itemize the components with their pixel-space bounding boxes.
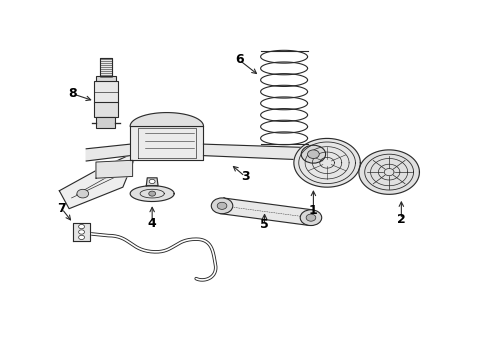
Circle shape [306,214,316,221]
Circle shape [300,210,322,226]
Circle shape [301,145,326,163]
Text: 6: 6 [235,53,244,66]
Polygon shape [294,138,360,187]
Polygon shape [96,160,133,178]
Text: 5: 5 [260,218,269,231]
Bar [97,117,115,128]
Circle shape [78,235,84,239]
Polygon shape [100,58,112,78]
Circle shape [78,225,84,229]
Circle shape [211,198,233,214]
Text: 3: 3 [241,170,249,183]
Circle shape [149,179,155,184]
Polygon shape [86,144,130,161]
Polygon shape [261,74,308,86]
Polygon shape [130,186,174,202]
Polygon shape [261,120,308,133]
Polygon shape [220,198,313,225]
Circle shape [77,189,89,198]
Polygon shape [261,132,308,145]
Text: 1: 1 [309,204,318,217]
Polygon shape [147,178,158,186]
Text: 7: 7 [57,202,66,215]
Polygon shape [261,109,308,121]
Polygon shape [261,85,308,98]
Bar [94,81,118,103]
Circle shape [149,191,156,196]
Circle shape [78,230,84,234]
Polygon shape [73,223,90,241]
Polygon shape [203,144,314,160]
Circle shape [308,150,319,158]
Bar [94,102,118,117]
Text: 4: 4 [148,216,156,230]
Polygon shape [261,62,308,75]
Polygon shape [130,113,203,126]
Circle shape [217,202,227,210]
Polygon shape [130,126,203,160]
Polygon shape [261,50,308,63]
Polygon shape [359,150,419,194]
Bar [96,76,116,82]
Polygon shape [59,151,138,209]
Text: 8: 8 [69,87,77,100]
Text: 2: 2 [397,213,406,226]
Polygon shape [261,97,308,110]
